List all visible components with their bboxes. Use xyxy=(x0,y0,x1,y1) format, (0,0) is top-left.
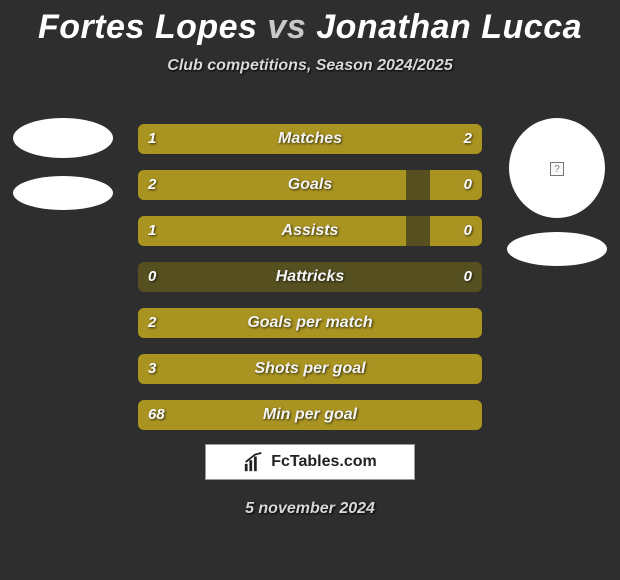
title-vs: vs xyxy=(267,8,306,46)
player2-head-shape: ? xyxy=(509,118,605,218)
bar-label: Hattricks xyxy=(138,262,482,292)
bar-row: 2Goals per match xyxy=(138,308,482,338)
player1-shoulder-shape xyxy=(13,176,113,210)
bar-row: 3Shots per goal xyxy=(138,354,482,384)
bar-row: 68Min per goal xyxy=(138,400,482,430)
title-player1: Fortes Lopes xyxy=(38,8,257,46)
player2-shoulder-shape xyxy=(507,232,607,266)
title-player2: Jonathan Lucca xyxy=(316,8,582,46)
player2-portrait: ? xyxy=(502,118,612,266)
bar-label: Assists xyxy=(138,216,482,246)
subtitle: Club competitions, Season 2024/2025 xyxy=(0,57,620,75)
source-badge: FcTables.com xyxy=(205,444,415,480)
bar-label: Shots per goal xyxy=(138,354,482,384)
placeholder-icon: ? xyxy=(550,162,564,176)
fctables-logo-icon xyxy=(243,451,265,473)
bar-row: 20Goals xyxy=(138,170,482,200)
bar-label: Goals xyxy=(138,170,482,200)
source-badge-text: FcTables.com xyxy=(271,453,377,471)
page-title: Fortes Lopes vs Jonathan Lucca xyxy=(0,0,620,47)
bar-label: Goals per match xyxy=(138,308,482,338)
player1-portrait xyxy=(8,118,118,210)
bar-label: Matches xyxy=(138,124,482,154)
bar-label: Min per goal xyxy=(138,400,482,430)
bar-row: 12Matches xyxy=(138,124,482,154)
footer-date: 5 november 2024 xyxy=(0,500,620,518)
player1-head-shape xyxy=(13,118,113,158)
bar-row: 00Hattricks xyxy=(138,262,482,292)
comparison-bars: 12Matches 20Goals 10Assists 00Hattricks 2Goa… xyxy=(138,124,482,446)
bar-row: 10Assists xyxy=(138,216,482,246)
